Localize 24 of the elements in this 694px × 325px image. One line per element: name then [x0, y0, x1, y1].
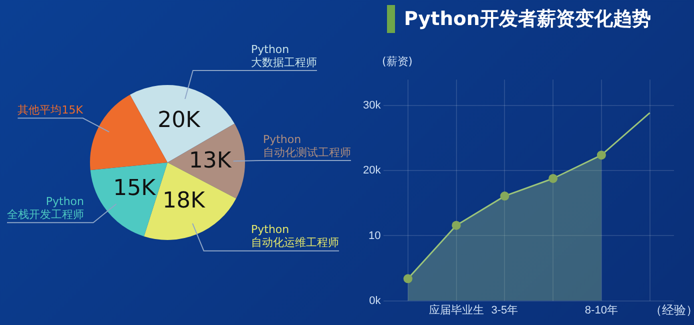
- slice-label: Python 自动化测试工程师: [262, 132, 351, 159]
- slice-label: Python 大数据工程师: [251, 42, 317, 69]
- x-axis-title: （经验）: [650, 302, 694, 319]
- y-tick-label: 20k: [362, 164, 382, 177]
- data-label: 13K: [188, 148, 232, 174]
- data-label: 15K: [113, 176, 156, 202]
- point: [596, 150, 606, 160]
- point: [403, 274, 412, 284]
- chart-title: Python开发者薪资变化趋势: [404, 7, 651, 32]
- y-tick-label: 0k: [369, 294, 382, 307]
- y-tick-label: 30k: [362, 100, 382, 112]
- slice-label: Python 自动化运维工程师: [251, 223, 339, 250]
- x-tick-label: 8-10年: [584, 304, 618, 316]
- data-label: 18K: [162, 188, 206, 214]
- point: [452, 220, 461, 230]
- point: [548, 174, 558, 183]
- x-tick-label: 应届毕业生: [428, 303, 484, 316]
- x-tick-label: 3-5年: [491, 304, 518, 316]
- slice-label: 其他平均15K: [18, 104, 84, 117]
- slice-label: Python 全栈开发工程师: [7, 194, 84, 221]
- data-label: 20K: [158, 108, 201, 134]
- y-axis-title: (薪资): [382, 54, 413, 69]
- point: [500, 192, 510, 201]
- y-tick-label: 10: [368, 230, 381, 242]
